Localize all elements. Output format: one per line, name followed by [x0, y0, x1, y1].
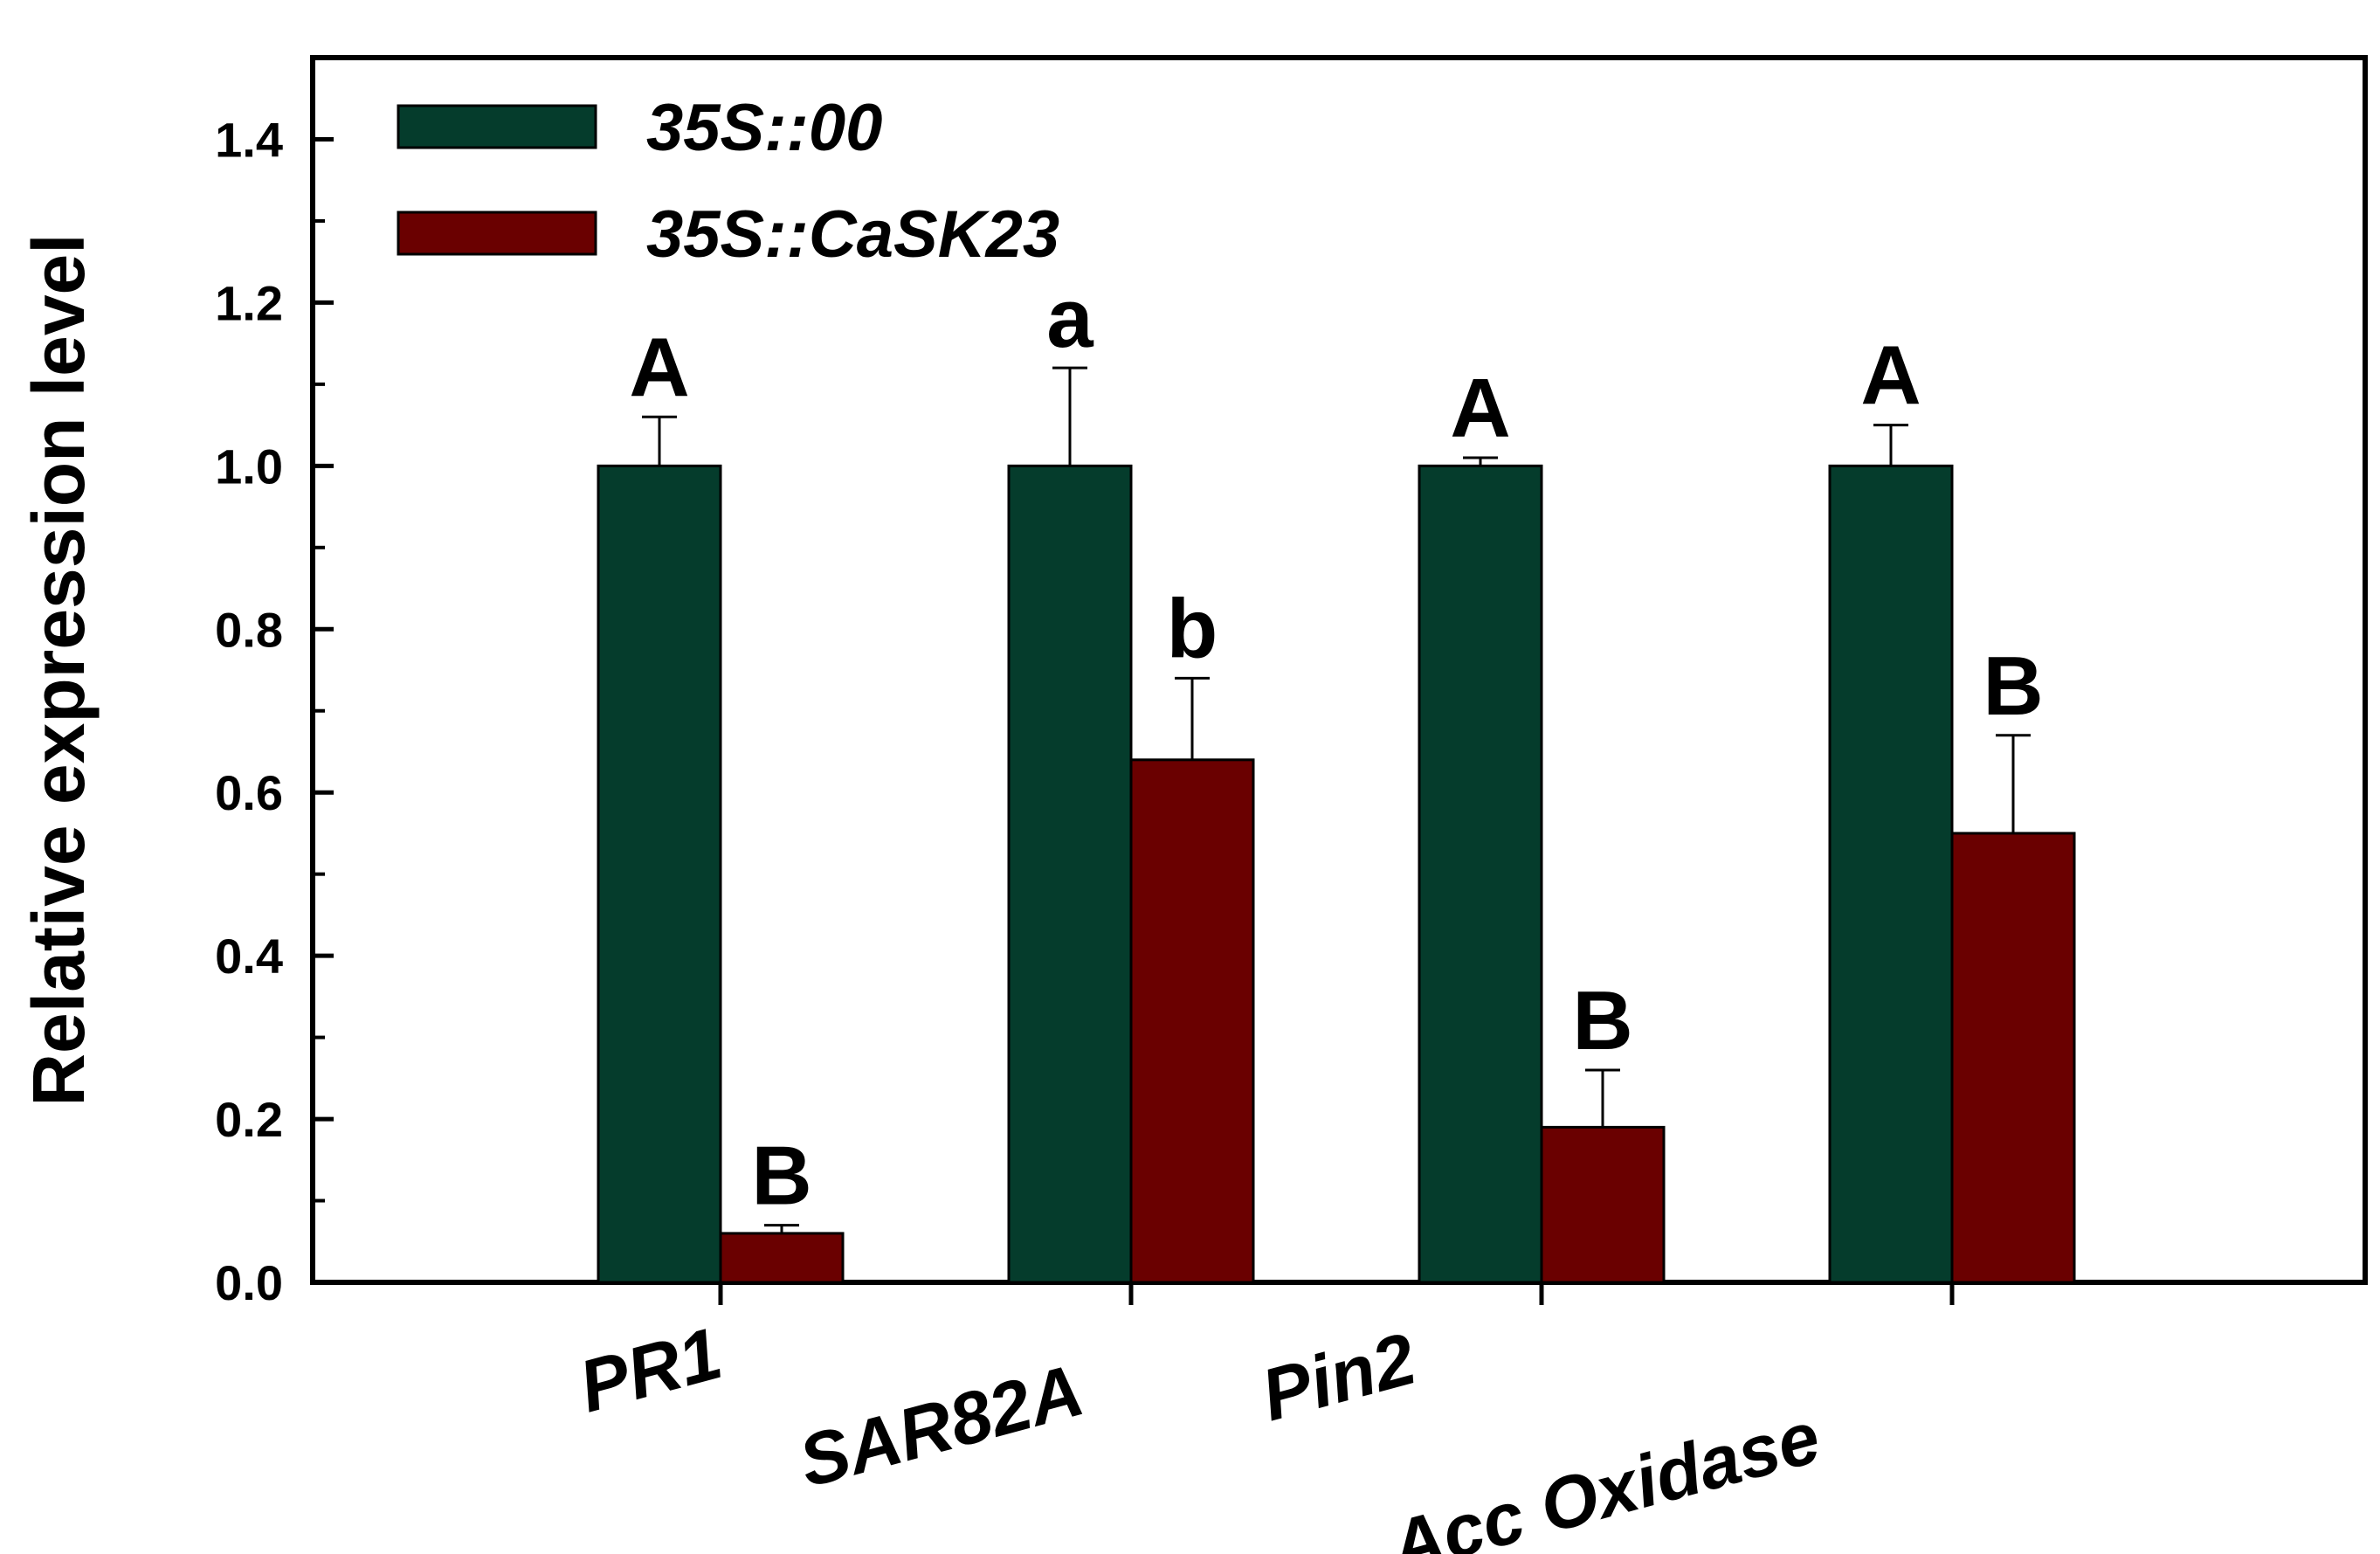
plot-frame: [310, 55, 2368, 1285]
x-tick-label: SAR82A: [790, 1349, 1091, 1503]
x-tick-label: PR1: [570, 1311, 729, 1427]
significance-label: a: [1046, 272, 1093, 365]
y-tick-label: 0.8: [215, 602, 283, 657]
y-tick-label: 0.4: [215, 929, 283, 984]
bar: [1129, 758, 1255, 1284]
significance-label: A: [629, 321, 689, 414]
significance-labels-group: Aa A A Bb B B: [629, 272, 2043, 1222]
y-tick-label: 0.0: [215, 1255, 283, 1310]
significance-label: A: [1860, 329, 1921, 423]
y-tick-label: 1.2: [215, 275, 283, 330]
bar: [1007, 464, 1133, 1284]
bar: [1828, 464, 1954, 1284]
bar: [719, 1232, 845, 1284]
y-tick-label: 0.6: [215, 765, 283, 820]
significance-label: b: [1167, 582, 1218, 675]
y-tick-label: 1.0: [215, 439, 283, 494]
bar: [597, 464, 722, 1284]
bar: [1418, 464, 1543, 1284]
bar: [1540, 1125, 1666, 1284]
x-tick-label: Pin2: [1253, 1317, 1425, 1437]
bar: [1950, 832, 2076, 1284]
y-axis-label: Relative expression level: [17, 233, 100, 1106]
significance-label: A: [1450, 362, 1510, 455]
bars-group: [597, 464, 2076, 1284]
x-tick-label: Acc Oxidase: [1380, 1395, 1828, 1554]
significance-label: B: [1572, 974, 1632, 1067]
legend-swatch: [397, 104, 597, 149]
y-tick-label: 1.4: [215, 112, 283, 167]
significance-label: B: [751, 1129, 811, 1223]
legend-label: 35S::CaSK23: [646, 197, 1059, 272]
legend-swatch: [397, 211, 597, 256]
significance-label: B: [1983, 639, 2043, 733]
legend-label: 35S::00: [646, 91, 882, 165]
error-bars-group: [642, 366, 2031, 1233]
y-axis: 0.0 0.2 0.4 0.6 0.8 1.0 1.2 1.4: [215, 56, 334, 1310]
y-tick-label: 0.2: [215, 1092, 283, 1147]
